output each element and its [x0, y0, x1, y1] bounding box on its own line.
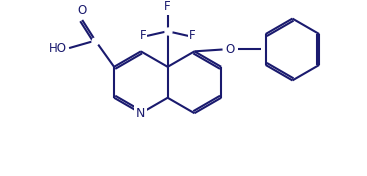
Text: F: F — [189, 29, 196, 42]
Text: HO: HO — [49, 42, 67, 55]
Text: F: F — [139, 29, 146, 42]
Text: N: N — [136, 107, 146, 120]
Text: O: O — [225, 43, 235, 56]
Text: F: F — [164, 0, 171, 13]
Text: O: O — [77, 4, 87, 17]
